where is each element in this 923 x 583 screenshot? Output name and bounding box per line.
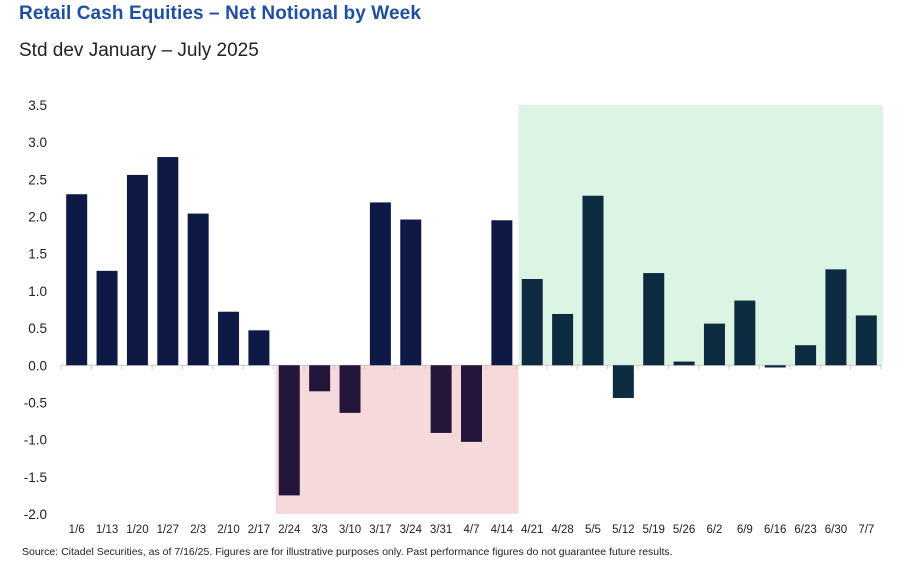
x-tick-label: 5/19 <box>643 524 665 536</box>
bar-5-12 <box>612 365 634 398</box>
shaded-regions <box>275 105 883 514</box>
x-tick-label: 2/10 <box>217 524 239 536</box>
x-tick-label: 4/14 <box>491 524 514 536</box>
bar-2-24 <box>278 365 300 496</box>
y-tick-label: 0.5 <box>28 321 47 336</box>
source-note: Source: Citadel Securities, as of 7/16/2… <box>22 546 673 558</box>
y-tick-label: 2.0 <box>28 210 47 225</box>
x-tick-label: 3/24 <box>400 524 423 536</box>
x-tick-label: 1/6 <box>69 524 85 536</box>
x-tick-label: 6/30 <box>825 524 847 536</box>
bar-6-9 <box>734 300 756 366</box>
bars <box>66 157 877 496</box>
x-tick-label: 3/3 <box>312 524 328 536</box>
x-tick-label: 2/24 <box>278 524 301 536</box>
y-tick-label: 1.0 <box>28 284 47 299</box>
y-tick-label: -1.5 <box>24 470 47 485</box>
x-tick-label: 4/21 <box>521 524 543 536</box>
bar-6-2 <box>703 323 725 366</box>
bar-6-16 <box>764 365 786 368</box>
x-tick-label: 5/26 <box>673 524 695 536</box>
x-tick-label: 5/5 <box>585 524 601 536</box>
x-tick-label: 1/20 <box>126 524 148 536</box>
bar-2-10 <box>218 311 240 366</box>
x-tick-label: 6/9 <box>737 524 753 536</box>
bar-3-24 <box>400 219 422 366</box>
bar-2-3 <box>187 213 209 366</box>
x-tick-label: 2/17 <box>248 524 270 536</box>
y-axis-ticks: 3.5 3.0 2.5 2.0 1.5 1.0 0.5 0.0 -0.5 -1.0 -1.5 -2.0 <box>24 98 47 522</box>
x-axis-ticks: 1/6 1/13 1/20 1/27 2/3 2/10 2/17 2/24 3/3 3/10 3/1… <box>69 524 875 536</box>
bar-1-20 <box>126 174 148 366</box>
y-tick-label: 3.0 <box>28 135 47 150</box>
y-tick-label: 2.5 <box>28 172 47 187</box>
x-tick-label: 3/10 <box>339 524 361 536</box>
chart-subtitle: Std dev January – July 2025 <box>19 40 259 61</box>
bar-1-6 <box>66 194 88 366</box>
y-tick-label: -1.0 <box>24 433 47 448</box>
bar-chart: 3.5 3.0 2.5 2.0 1.5 1.0 0.5 0.0 -0.5 -1.0 -1.5 -2.0… <box>24 98 883 536</box>
x-tick-label: 4/28 <box>551 524 573 536</box>
bar-4-28 <box>552 313 574 366</box>
x-tick-label: 3/31 <box>430 524 452 536</box>
x-tick-label: 6/16 <box>764 524 786 536</box>
x-tick-label: 1/27 <box>157 524 179 536</box>
bar-3-3 <box>309 365 331 392</box>
x-tick-label: 1/13 <box>96 524 118 536</box>
bar-5-5 <box>582 195 604 366</box>
bar-6-23 <box>795 345 817 366</box>
bar-5-19 <box>643 273 665 366</box>
y-tick-label: 3.5 <box>28 98 47 113</box>
y-tick-label: 0.0 <box>28 358 47 373</box>
bar-4-7 <box>461 365 482 442</box>
bar-3-17 <box>369 202 391 366</box>
bar-2-17 <box>248 330 270 366</box>
bar-1-27 <box>157 157 179 366</box>
bar-4-14 <box>491 220 513 366</box>
x-tick-label: 3/17 <box>369 524 391 536</box>
bar-3-31 <box>430 365 452 433</box>
x-tick-label: 2/3 <box>190 524 206 536</box>
x-tick-label: 5/12 <box>612 524 634 536</box>
bar-1-13 <box>96 270 118 366</box>
x-tick-label: 4/7 <box>464 524 480 536</box>
x-tick-label: 6/2 <box>706 524 722 536</box>
x-tick-label: 7/7 <box>858 524 874 536</box>
chart-title: Retail Cash Equities – Net Notional by W… <box>19 3 421 24</box>
bar-3-10 <box>339 365 361 413</box>
bar-7-7 <box>855 315 877 366</box>
bar-4-21 <box>521 279 543 366</box>
bar-5-26 <box>673 361 695 366</box>
y-tick-label: -2.0 <box>24 507 47 522</box>
shaded-region-positive <box>518 105 883 366</box>
bar-6-30 <box>825 269 847 366</box>
y-tick-label: 1.5 <box>28 247 47 262</box>
y-tick-label: -0.5 <box>24 395 47 410</box>
x-tick-label: 6/23 <box>794 524 816 536</box>
